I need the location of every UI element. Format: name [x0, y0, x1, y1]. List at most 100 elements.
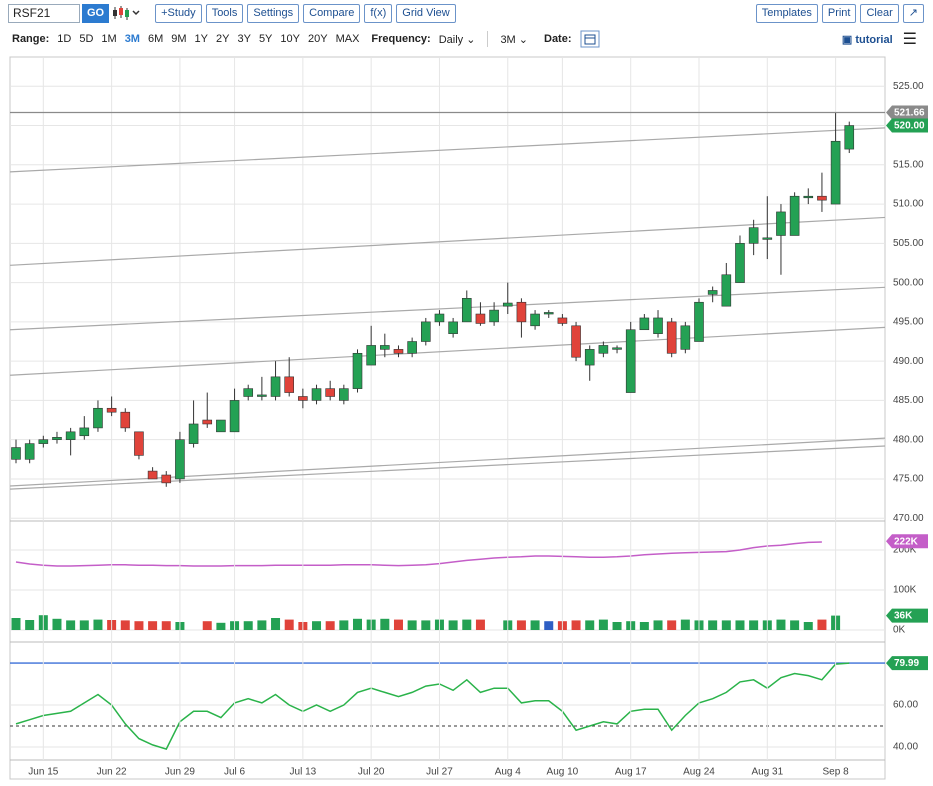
volume-bar — [216, 622, 226, 630]
period-dropdown[interactable]: 3M ⌄ — [500, 33, 528, 46]
toolbar: RSF21 GO +Study Tools Settings Compare f(x) G… — [0, 2, 933, 24]
range-option[interactable]: 1Y — [194, 33, 208, 45]
volume-bar — [790, 620, 800, 630]
volume-bar — [503, 620, 513, 630]
y-tick-label: 470.00 — [893, 513, 924, 524]
candle-body — [598, 345, 609, 354]
candle-body — [625, 329, 636, 393]
frequency-value: Daily — [438, 33, 464, 46]
value-tag-label: 520.00 — [894, 121, 925, 132]
volume-bar — [271, 618, 281, 630]
range-option[interactable]: 10Y — [280, 33, 300, 45]
volume-bar — [52, 618, 62, 630]
volume-bar — [11, 618, 21, 630]
range-option[interactable]: 3M — [124, 33, 140, 45]
candle-body — [762, 237, 773, 240]
volume-bar — [38, 615, 48, 630]
volume-bar — [243, 621, 253, 630]
icon-candle — [113, 10, 118, 16]
range-option[interactable]: 6M — [147, 33, 164, 45]
candle-body — [639, 317, 650, 331]
toolbar-button[interactable]: Print — [821, 3, 857, 23]
candle-body — [93, 407, 103, 429]
y-tick-label: 0K — [893, 625, 906, 636]
toolbar-button[interactable]: Grid View — [396, 3, 456, 23]
candle-body — [311, 388, 322, 401]
candle-body — [202, 419, 213, 425]
volume-bar — [120, 620, 130, 630]
plot-frame — [9, 56, 886, 780]
toolbar-button[interactable]: Compare — [303, 3, 361, 23]
y-tick-label: 510.00 — [893, 199, 924, 210]
volume-bar — [612, 622, 622, 630]
volume-bar — [393, 619, 403, 630]
x-tick-label: Jul 13 — [290, 767, 317, 778]
candle-body — [584, 349, 595, 366]
range-option[interactable]: 2Y — [216, 33, 230, 45]
candle-body — [502, 302, 513, 307]
volume-bar — [202, 621, 212, 630]
volume-bar — [257, 620, 267, 630]
volume-bar — [626, 621, 636, 630]
button-group: Templates Print Clear — [755, 3, 903, 23]
candle-body — [571, 325, 581, 358]
candle-body — [106, 407, 117, 413]
toolbar-button[interactable]: f(x) — [364, 3, 393, 23]
volume-bar — [434, 619, 444, 630]
value-tag — [886, 608, 928, 623]
volume-bar — [448, 620, 458, 630]
candle-body — [653, 317, 663, 334]
chart-type-icon[interactable] — [109, 4, 143, 22]
candle-body — [735, 243, 745, 283]
expand-button[interactable]: ↗ — [902, 3, 924, 23]
trend-line — [10, 216, 885, 266]
y-tick-label: 40.00 — [893, 742, 918, 753]
toolbar-button[interactable]: Clear — [860, 3, 899, 23]
x-tick-label: Aug 24 — [683, 767, 715, 778]
volume-bar — [721, 620, 731, 630]
y-tick-label: 525.00 — [893, 81, 924, 92]
volume-bar — [475, 619, 485, 630]
range-option[interactable]: 9M — [171, 33, 187, 45]
go-button[interactable]: GO — [82, 3, 110, 23]
range-option[interactable]: 1M — [101, 33, 117, 45]
icon-caret — [132, 10, 140, 16]
toolbar-button[interactable]: Settings — [247, 3, 300, 23]
toolbar-button[interactable]: Tools — [205, 3, 244, 23]
candle-body — [134, 431, 144, 456]
calendar-button[interactable] — [580, 30, 600, 48]
volume-bar — [421, 620, 431, 630]
x-tick-label: Jul 27 — [426, 767, 453, 778]
frequency-dropdown[interactable]: Daily ⌄ — [438, 33, 476, 46]
volume-bar — [353, 618, 362, 630]
toolbar-button[interactable]: +Study — [155, 3, 202, 23]
range-option[interactable]: 3Y — [237, 33, 251, 45]
volume-bar — [585, 620, 595, 630]
candle-body — [776, 211, 786, 236]
y-tick-label: 495.00 — [893, 317, 924, 328]
y-tick-label: 505.00 — [893, 238, 924, 249]
value-tag — [886, 534, 928, 549]
range-option[interactable]: MAX — [335, 33, 360, 45]
value-tag — [886, 105, 928, 120]
value-tag — [886, 118, 928, 133]
volume-bar — [708, 620, 718, 630]
range-option[interactable]: 1D — [57, 33, 72, 45]
toolbar-button[interactable]: Templates — [755, 3, 818, 23]
volume-bar — [380, 618, 390, 630]
candle-body — [407, 341, 417, 354]
value-tag — [886, 656, 928, 671]
candle-body — [243, 388, 254, 397]
candle-body — [24, 443, 35, 460]
tutorial-link[interactable]: ▣ tutorial — [841, 33, 893, 46]
range-option[interactable]: 5Y — [258, 33, 273, 45]
menu-button[interactable]: ☰ — [902, 31, 917, 48]
separator — [487, 31, 489, 47]
range-option[interactable]: 20Y — [307, 33, 328, 45]
x-tick-label: Jun 15 — [28, 767, 58, 778]
volume-bar — [230, 621, 240, 630]
x-tick-label: Aug 10 — [547, 767, 579, 778]
symbol-input[interactable]: RSF21 — [8, 3, 80, 23]
range-option[interactable]: 5D — [79, 33, 94, 45]
candle-body — [817, 195, 827, 201]
